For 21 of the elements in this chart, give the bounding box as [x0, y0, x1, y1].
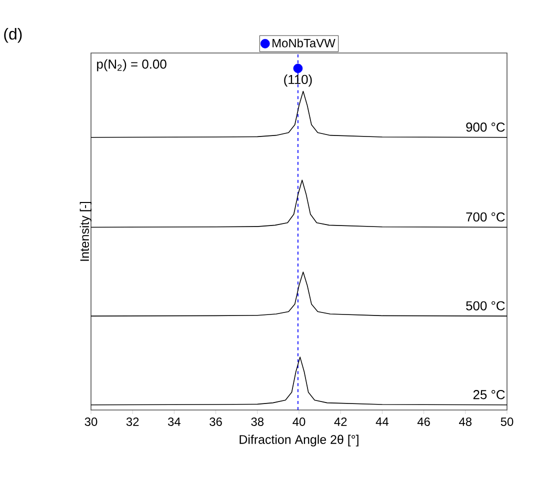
series-label: 900 °C	[466, 122, 505, 132]
x-tick-label: 32	[126, 418, 139, 426]
series-label: 500 °C	[466, 301, 505, 310]
x-tick-label: 50	[500, 418, 514, 426]
x-axis-title: Difraction Angle 2θ [°]	[240, 434, 358, 446]
x-tick-label: 40	[292, 418, 306, 426]
series-label: 700 °C	[466, 212, 505, 222]
x-tick-label: 34	[168, 418, 180, 426]
annotation: p(N$_{2}$) = 0.00	[97, 59, 166, 72]
series-label: 25 °C	[473, 390, 505, 400]
text: (d)	[4, 28, 22, 43]
y-axis-title: Intensity [-]	[80, 202, 92, 261]
x-tick-label: 44	[376, 418, 388, 426]
x-tick-label: 42	[334, 418, 347, 426]
x-tick-label: 48	[459, 418, 472, 426]
annotation: (110)	[284, 74, 312, 87]
x-tick-label: 38	[251, 418, 264, 426]
x-tick-label: 30	[84, 418, 98, 426]
legend-label: MoNbTaVW	[272, 38, 336, 48]
x-tick-label: 36	[210, 418, 222, 426]
x-tick-label: 46	[417, 418, 430, 426]
